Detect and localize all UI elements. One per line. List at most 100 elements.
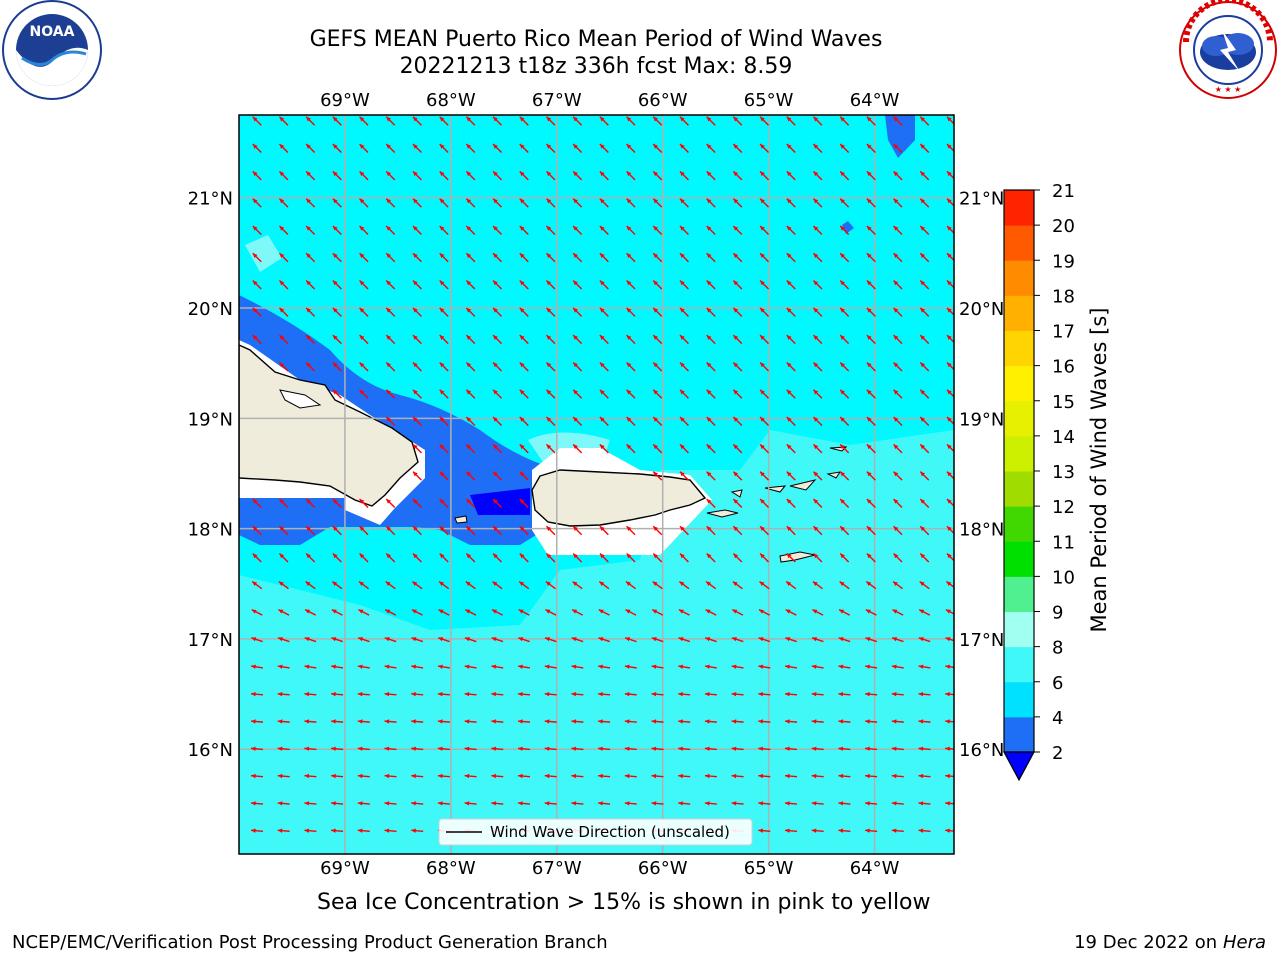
lat-label: 19°N xyxy=(188,409,233,430)
colorbar-tick-label: 9 xyxy=(1052,603,1063,624)
wind-wave-arrow xyxy=(572,443,583,454)
wind-wave-arrow xyxy=(384,773,397,779)
wind-wave-arrow xyxy=(732,280,743,290)
wind-wave-arrow xyxy=(359,307,369,317)
wind-wave-arrow xyxy=(812,609,824,616)
wind-wave-arrow xyxy=(786,252,796,263)
gridlines xyxy=(239,115,954,854)
land-puerto-rico xyxy=(531,469,707,527)
colorbar-segment xyxy=(1004,646,1034,683)
lon-label: 66°W xyxy=(638,90,688,111)
wind-wave-arrow xyxy=(465,170,476,181)
wind-wave-arrow xyxy=(251,637,263,643)
wind-wave-arrow xyxy=(412,307,422,317)
footer-host: Hera xyxy=(1222,932,1266,953)
wind-wave-arrow xyxy=(278,225,289,235)
wind-wave-arrow xyxy=(946,143,954,153)
wind-wave-arrow xyxy=(784,692,798,697)
wind-wave-arrow xyxy=(812,361,823,372)
wind-wave-arrow xyxy=(704,773,717,779)
wind-wave-arrow xyxy=(838,637,851,643)
wind-wave-arrow xyxy=(838,828,851,833)
wind-wave-arrow xyxy=(838,664,851,669)
wind-wave-arrow xyxy=(519,416,529,427)
wind-wave-arrow xyxy=(599,389,609,399)
wind-wave-arrow xyxy=(919,334,930,345)
wind-wave-arrow xyxy=(332,361,342,372)
colorbar-segment xyxy=(1004,435,1034,472)
wind-wave-arrow xyxy=(519,307,529,317)
colorbar-tick-label: 14 xyxy=(1052,427,1075,448)
wind-wave-arrow xyxy=(839,361,850,372)
wind-wave-arrow xyxy=(838,773,851,779)
wind-wave-arrow xyxy=(385,525,396,536)
colorbar-label: Mean Period of Wind Waves [s] xyxy=(1087,308,1111,633)
wind-wave-arrow xyxy=(439,280,449,290)
map-frame xyxy=(238,114,955,855)
wind-wave-arrow xyxy=(437,773,450,779)
wind-wave-arrow xyxy=(919,307,930,317)
wind-wave-arrow xyxy=(732,116,743,126)
wind-wave-arrow xyxy=(599,143,609,154)
wind-wave-arrow xyxy=(679,225,689,235)
wind-wave-arrow xyxy=(839,498,850,508)
wind-wave-arrow xyxy=(359,334,369,345)
lat-label: 16°N xyxy=(959,740,1004,761)
wind-wave-arrow xyxy=(866,471,876,481)
wind-wave-arrow xyxy=(599,252,609,263)
colorbar-tick-label: 13 xyxy=(1052,462,1075,483)
wind-wave-arrow xyxy=(865,637,878,643)
wind-wave-arrow xyxy=(731,801,744,806)
lon-label: 68°W xyxy=(426,90,476,111)
wind-wave-arrow xyxy=(411,773,424,779)
wind-wave-arrow xyxy=(626,361,636,372)
wind-wave-arrow xyxy=(812,307,823,317)
wind-wave-arrow xyxy=(759,498,770,508)
wind-wave-arrow xyxy=(437,664,450,669)
wind-wave-arrow xyxy=(252,280,262,290)
wind-wave-arrow xyxy=(304,719,317,724)
land-bay xyxy=(279,389,322,409)
wind-wave-arrow xyxy=(332,334,342,345)
wind-wave-arrow xyxy=(492,280,503,290)
wind-wave-arrow xyxy=(277,773,290,779)
wind-wave-arrow xyxy=(652,471,663,481)
wind-wave-arrow xyxy=(278,252,289,263)
sea-ice-note: Sea Ice Concentration > 15% is shown in … xyxy=(317,890,931,915)
wind-wave-arrow xyxy=(758,801,771,806)
wind-wave-arrow xyxy=(572,198,583,208)
wind-wave-arrow xyxy=(679,471,689,481)
colorbar-segment xyxy=(1004,681,1034,718)
wind-wave-arrow xyxy=(545,143,556,154)
wind-wave-arrow xyxy=(358,580,370,590)
wind-wave-arrow xyxy=(278,143,289,154)
wind-wave-arrow xyxy=(384,664,397,669)
wind-wave-arrow xyxy=(919,389,930,399)
wind-wave-arrow xyxy=(865,609,877,616)
wind-wave-arrow xyxy=(839,443,850,454)
wind-wave-arrow xyxy=(704,746,717,751)
wind-wave-arrow xyxy=(359,389,369,399)
colorbar-tick-label: 17 xyxy=(1052,322,1075,343)
wind-wave-arrow xyxy=(492,443,503,454)
wind-wave-arrow xyxy=(544,664,557,669)
wind-wave-arrow xyxy=(305,143,316,154)
wind-wave-arrow xyxy=(946,116,954,125)
wind-wave-arrow xyxy=(679,252,689,263)
wind-wave-arrow xyxy=(866,334,876,345)
wind-wave-arrow xyxy=(839,334,850,345)
wind-wave-arrow xyxy=(438,609,450,616)
wind-wave-arrow xyxy=(465,116,476,126)
wind-wave-arrow xyxy=(571,801,584,806)
wind-wave-arrow xyxy=(866,553,876,563)
wind-wave-arrow xyxy=(464,773,477,779)
wind-wave-arrow xyxy=(305,553,316,563)
wind-wave-arrow xyxy=(865,801,878,806)
wind-wave-arrow xyxy=(892,580,904,590)
wind-wave-arrow xyxy=(759,225,770,235)
wind-wave-arrow xyxy=(706,198,716,208)
wind-wave-arrow xyxy=(385,498,396,508)
wind-wave-arrow xyxy=(679,170,689,181)
wind-wave-arrow xyxy=(278,198,289,208)
wind-wave-arrow xyxy=(251,580,263,590)
